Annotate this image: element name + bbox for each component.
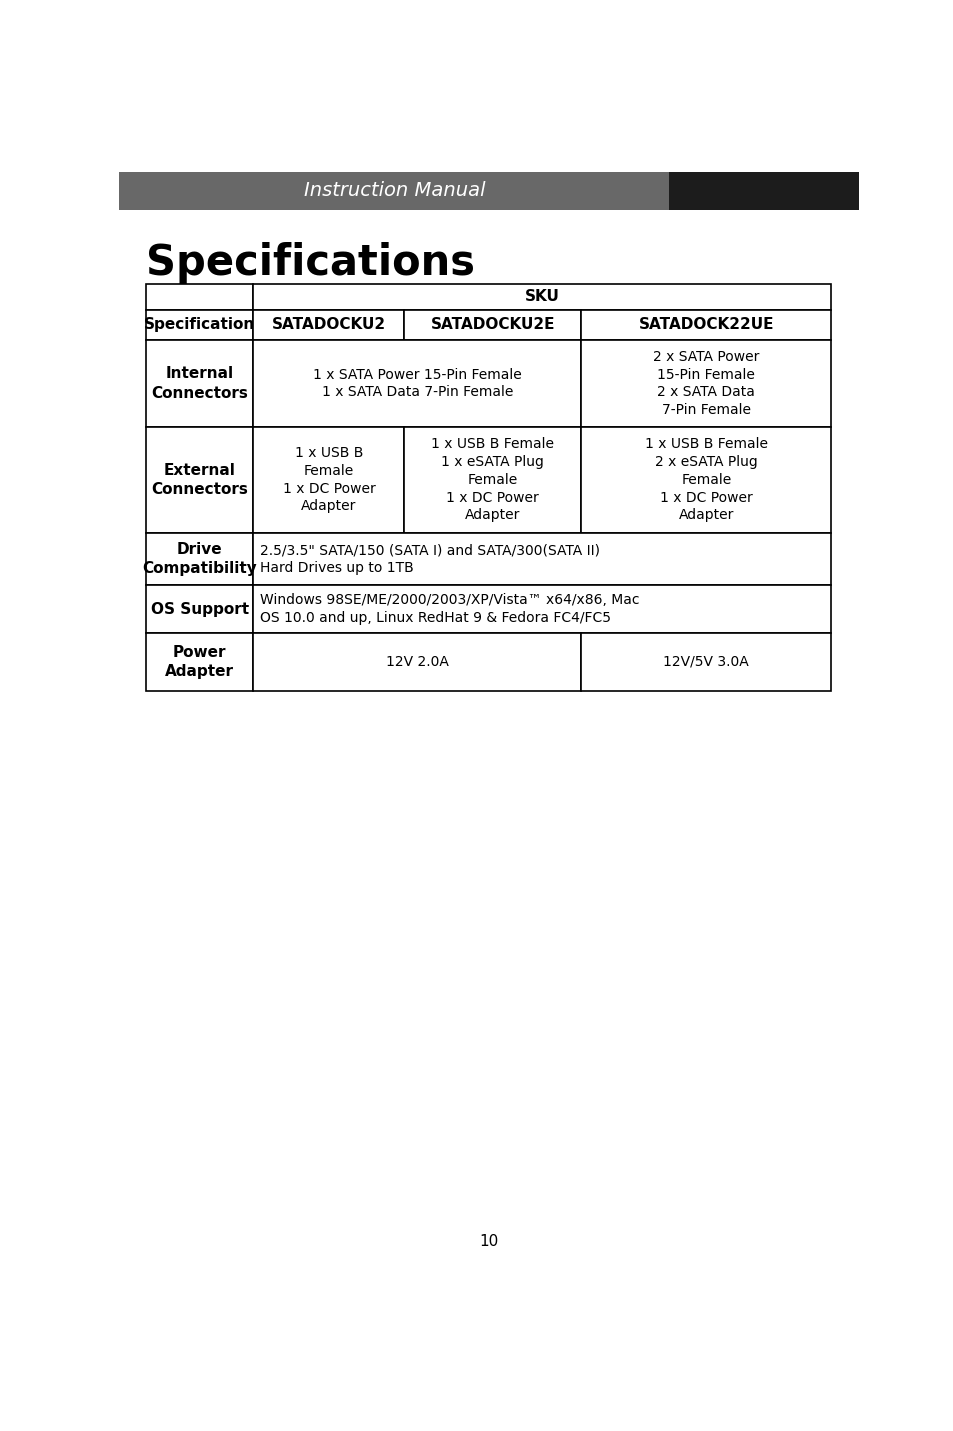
Text: SATADOCKU2E: SATADOCKU2E [430, 318, 555, 332]
Bar [580, 309, 831, 341]
Text: 2 x SATA Power
15-Pin Female
2 x SATA Data
7-Pin Female: 2 x SATA Power 15-Pin Female 2 x SATA Da… [653, 349, 759, 418]
Bar [669, 172, 858, 210]
Text: 1 x SATA Power 15-Pin Female
1 x SATA Data 7-Pin Female: 1 x SATA Power 15-Pin Female 1 x SATA Da… [313, 368, 521, 399]
Text: External
Connectors: External Connectors [152, 462, 248, 497]
Bar [146, 633, 253, 691]
Text: 1 x USB B Female
1 x eSATA Plug
Female
1 x DC Power
Adapter: 1 x USB B Female 1 x eSATA Plug Female 1… [431, 436, 554, 522]
Text: Specification: Specification [144, 318, 255, 332]
Text: Power
Adapter: Power Adapter [165, 645, 234, 678]
Bar [580, 633, 831, 691]
Bar [146, 532, 253, 585]
Text: SATADOCKU2: SATADOCKU2 [272, 318, 386, 332]
Text: 1 x USB B
Female
1 x DC Power
Adapter: 1 x USB B Female 1 x DC Power Adapter [282, 446, 375, 514]
Bar [146, 585, 253, 633]
Text: Internal
Connectors: Internal Connectors [152, 366, 248, 401]
Bar [253, 633, 580, 691]
Bar [119, 172, 669, 210]
Text: SATADOCK22UE: SATADOCK22UE [638, 318, 773, 332]
Bar [146, 309, 253, 341]
Bar [580, 426, 831, 532]
Bar [253, 532, 831, 585]
Bar [404, 426, 580, 532]
Bar [253, 309, 404, 341]
Bar [146, 341, 253, 426]
Text: Instruction Manual: Instruction Manual [303, 182, 485, 200]
Text: 12V/5V 3.0A: 12V/5V 3.0A [662, 655, 748, 668]
Bar [580, 341, 831, 426]
Text: Windows 98SE/ME/2000/2003/XP/Vista™ x64/x86, Mac
OS 10.0 and up, Linux RedHat 9 : Windows 98SE/ME/2000/2003/XP/Vista™ x64/… [259, 594, 639, 625]
Bar [404, 309, 580, 341]
Bar [146, 285, 253, 309]
Bar [253, 285, 831, 309]
Text: SKU: SKU [524, 289, 559, 305]
Text: 1 x USB B Female
2 x eSATA Plug
Female
1 x DC Power
Adapter: 1 x USB B Female 2 x eSATA Plug Female 1… [644, 436, 767, 522]
Text: Drive
Compatibility: Drive Compatibility [142, 542, 257, 577]
Bar [253, 426, 404, 532]
Text: 12V 2.0A: 12V 2.0A [385, 655, 448, 668]
Text: OS Support: OS Support [151, 601, 249, 617]
Text: 2.5/3.5" SATA/150 (SATA I) and SATA/300(SATA II)
Hard Drives up to 1TB: 2.5/3.5" SATA/150 (SATA I) and SATA/300(… [259, 544, 598, 575]
Bar [253, 585, 831, 633]
Bar [146, 426, 253, 532]
Bar [253, 341, 580, 426]
Text: Specifications: Specifications [146, 242, 475, 283]
Text: 10: 10 [478, 1234, 498, 1249]
